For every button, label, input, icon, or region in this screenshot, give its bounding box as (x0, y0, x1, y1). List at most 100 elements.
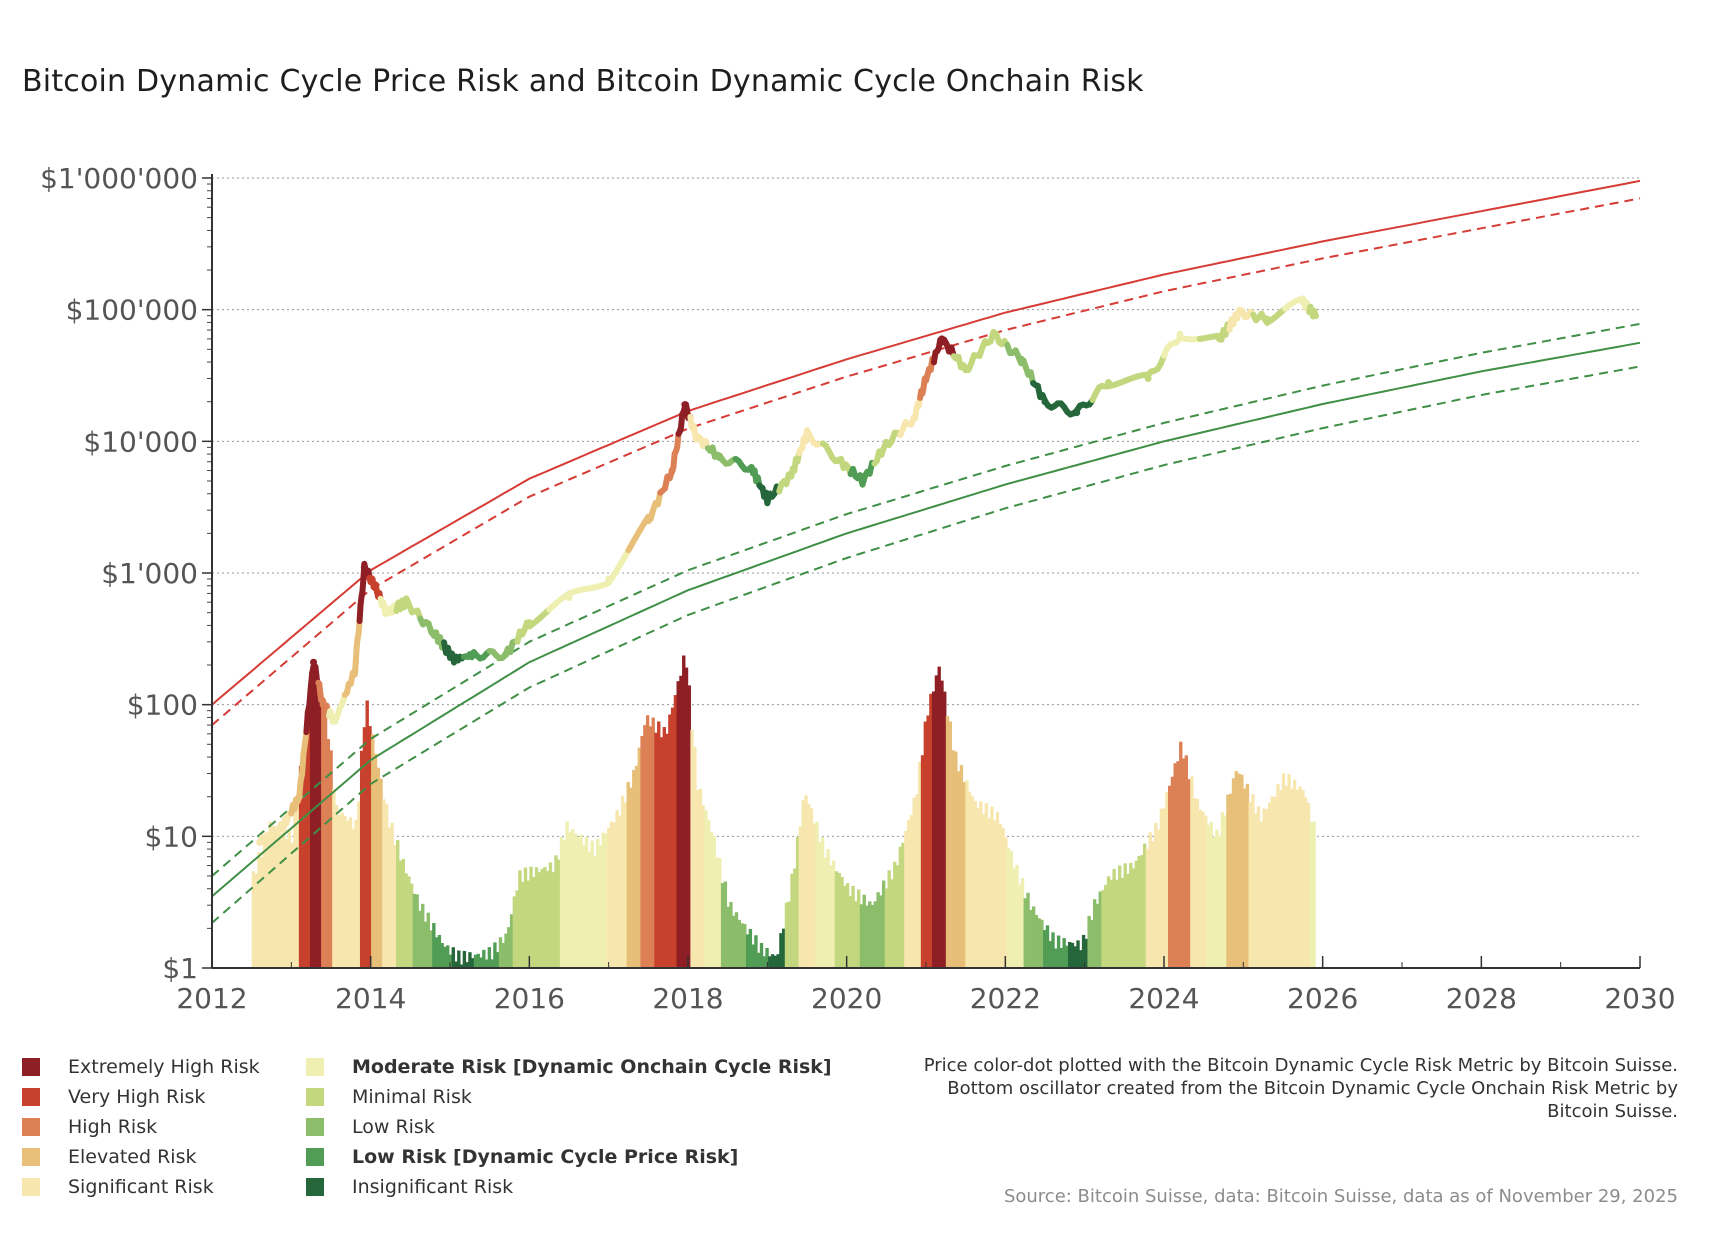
legend-swatch (306, 1178, 324, 1196)
oscillator-bar (684, 667, 689, 968)
oscillator-bar (948, 721, 952, 968)
oscillator-bar (1137, 855, 1141, 968)
oscillator-bar (1226, 794, 1230, 968)
oscillator-bar (1131, 868, 1136, 968)
oscillator-bar (1029, 909, 1033, 968)
legend-item: High Risk (22, 1112, 260, 1142)
oscillator-bar (1031, 906, 1036, 968)
oscillator-bar (315, 676, 319, 968)
price-point (882, 440, 890, 448)
oscillator-bar (448, 954, 453, 968)
oscillator-bar (1309, 821, 1313, 968)
legend-swatch (22, 1058, 40, 1076)
x-tick-label: 2030 (1604, 982, 1675, 1015)
oscillator-bar (1176, 761, 1180, 968)
y-tick-label: $1 (162, 952, 198, 985)
price-point (989, 330, 997, 338)
price-point (470, 651, 478, 659)
oscillator-bar (304, 724, 308, 968)
oscillator-bar (1140, 855, 1144, 968)
legend-col1: Extremely High Risk Very High Risk High Ri… (22, 1052, 260, 1202)
oscillator-bar (271, 830, 275, 968)
oscillator-bar (1306, 802, 1311, 968)
oscillator-bar (1301, 790, 1305, 968)
price-point (402, 598, 410, 606)
price-point (859, 477, 867, 485)
oscillator-bar (929, 693, 933, 968)
price-point (371, 582, 379, 590)
oscillator-bar (809, 808, 814, 968)
oscillator-bar (1148, 832, 1152, 968)
price-point (910, 414, 918, 422)
oscillator-bar (468, 952, 472, 968)
oscillator-bar (1262, 808, 1266, 968)
oscillator-bar (873, 901, 878, 968)
oscillator-bar (1134, 860, 1139, 968)
oscillator-bar (326, 739, 331, 968)
oscillator-bar (1162, 808, 1166, 968)
oscillator-bar (393, 844, 397, 968)
oscillator-bar (965, 780, 969, 968)
oscillator-bar (379, 778, 383, 968)
oscillator-bar (1095, 903, 1100, 968)
oscillator-bar (1231, 778, 1236, 968)
oscillator-bar (332, 789, 336, 968)
oscillator-bar (1223, 815, 1227, 968)
oscillator-bar (893, 861, 897, 968)
oscillator-bar (856, 889, 861, 968)
oscillator-bar (779, 933, 783, 968)
oscillator-bar (1254, 813, 1258, 968)
oscillator-bar (537, 872, 542, 968)
oscillator-bar (773, 955, 778, 968)
oscillator-bar (820, 836, 825, 968)
oscillator-bar (426, 912, 430, 968)
oscillator-bar (1220, 812, 1225, 968)
oscillator-bar (568, 832, 572, 968)
oscillator-bar (1165, 792, 1169, 968)
oscillator-bar (1062, 938, 1066, 968)
oscillator-bar (437, 935, 442, 968)
oscillator-bar (1006, 848, 1011, 968)
oscillator-bar (1070, 942, 1075, 968)
oscillator-bar (854, 901, 858, 968)
oscillator-bar (845, 883, 850, 968)
oscillator-bar (776, 954, 780, 968)
oscillator-bar (979, 801, 983, 968)
oscillator-bar (579, 834, 583, 968)
oscillator-bar (396, 840, 400, 968)
oscillator-bar (990, 806, 994, 968)
oscillator-bar (609, 821, 614, 968)
oscillator-bar (1012, 868, 1016, 968)
oscillator-bar (1037, 918, 1041, 968)
legend-item: Moderate Risk [Dynamic Onchain Cycle Ris… (306, 1052, 832, 1082)
oscillator-bar (1081, 934, 1086, 968)
oscillator-bar (968, 791, 972, 968)
price-point (681, 401, 689, 409)
oscillator-bar (1295, 789, 1300, 968)
oscillator-bar (1115, 879, 1119, 968)
oscillator-bar (462, 950, 467, 968)
legend-label: Low Risk (352, 1116, 435, 1138)
oscillator-bar (645, 715, 650, 968)
oscillator-bar (484, 959, 489, 968)
oscillator-bar (1092, 899, 1097, 968)
oscillator-bar (482, 949, 486, 968)
oscillator (251, 655, 1316, 968)
oscillator-bar (798, 826, 803, 968)
oscillator-bar (745, 934, 750, 968)
legend-label: Very High Risk (68, 1086, 206, 1108)
risk-band (211, 197, 1641, 726)
price-point (605, 575, 613, 583)
oscillator-bar (859, 904, 864, 968)
oscillator-bar (390, 822, 394, 968)
legend-swatch (22, 1088, 40, 1106)
oscillator-bar (329, 750, 333, 968)
oscillator-bar (1237, 773, 1241, 968)
risk-band (211, 179, 1641, 706)
oscillator-bar (862, 894, 866, 968)
oscillator-bar (265, 838, 269, 968)
legend-label: Moderate Risk [Dynamic Onchain Cycle Ris… (352, 1056, 832, 1078)
oscillator-bar (790, 873, 794, 968)
oscillator-bar (715, 857, 719, 968)
